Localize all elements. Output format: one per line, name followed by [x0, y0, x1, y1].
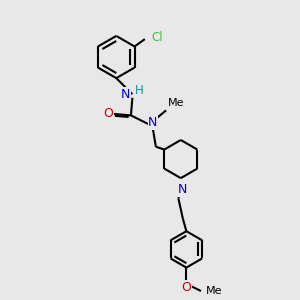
Text: Cl: Cl — [151, 31, 163, 44]
Text: N: N — [148, 116, 158, 129]
Text: Me: Me — [168, 98, 184, 108]
Text: O: O — [182, 281, 191, 294]
Text: H: H — [134, 84, 143, 97]
Text: N: N — [177, 183, 187, 196]
Text: O: O — [103, 107, 113, 120]
Text: Me: Me — [206, 286, 223, 296]
Text: N: N — [121, 88, 130, 101]
